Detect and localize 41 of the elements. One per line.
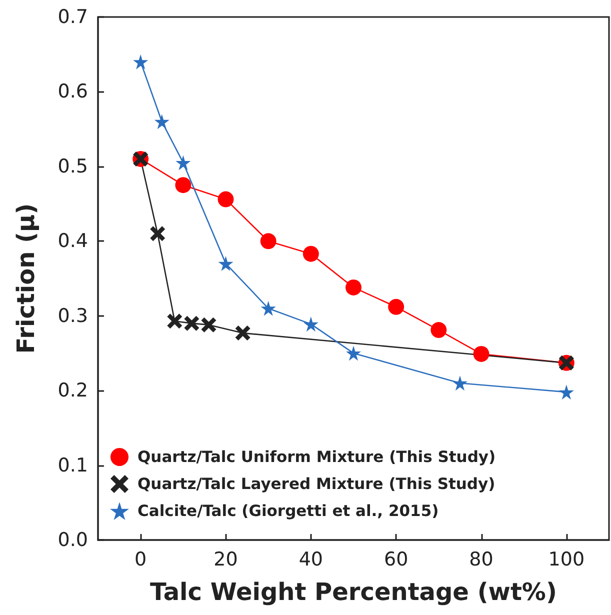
y-tick-label: 0.1 [58,454,88,476]
x-tick-label: 80 [469,548,494,570]
point [175,177,192,194]
point [473,346,490,362]
point [133,54,148,70]
point [218,256,234,272]
y-tick-label: 0.3 [58,304,88,327]
point [154,114,170,130]
point [235,326,250,341]
point [201,317,216,332]
x-tick-label: 60 [384,548,408,570]
x-tick-label: 100 [548,548,585,570]
point [260,300,276,316]
legend-label: Quartz/Talc Uniform Mixture (This Study) [137,448,496,466]
x-tick-label: 0 [134,548,147,570]
point [452,376,468,391]
point [346,346,361,361]
x-axis-title: Talc Weight Percentage (wt%) [150,578,557,606]
point [176,155,191,170]
y-axis-title: Friction (μ) [12,203,40,354]
point [430,322,447,338]
point [558,384,574,400]
y-tick-label: 0.0 [58,529,88,551]
point [150,226,166,242]
point [167,314,182,329]
point [302,246,319,262]
y-tick-label: 0.5 [58,155,88,178]
x-tick-label: 20 [214,548,238,570]
point [184,316,200,331]
y-tick-label: 0.7 [58,6,88,28]
y-tick-label: 0.6 [58,80,88,103]
y-tick-label: 0.4 [58,230,88,252]
legend-label: Quartz/Talc Layered Mixture (This Study) [137,475,496,493]
point [260,233,276,250]
point [218,191,234,208]
point [303,316,318,332]
legend-label: Calcite/Talc (Giorgetti et al., 2015) [137,502,439,520]
point [346,279,362,296]
x-tick-label: 40 [298,548,324,570]
point [388,298,404,315]
y-tick-label: 0.2 [58,380,88,402]
